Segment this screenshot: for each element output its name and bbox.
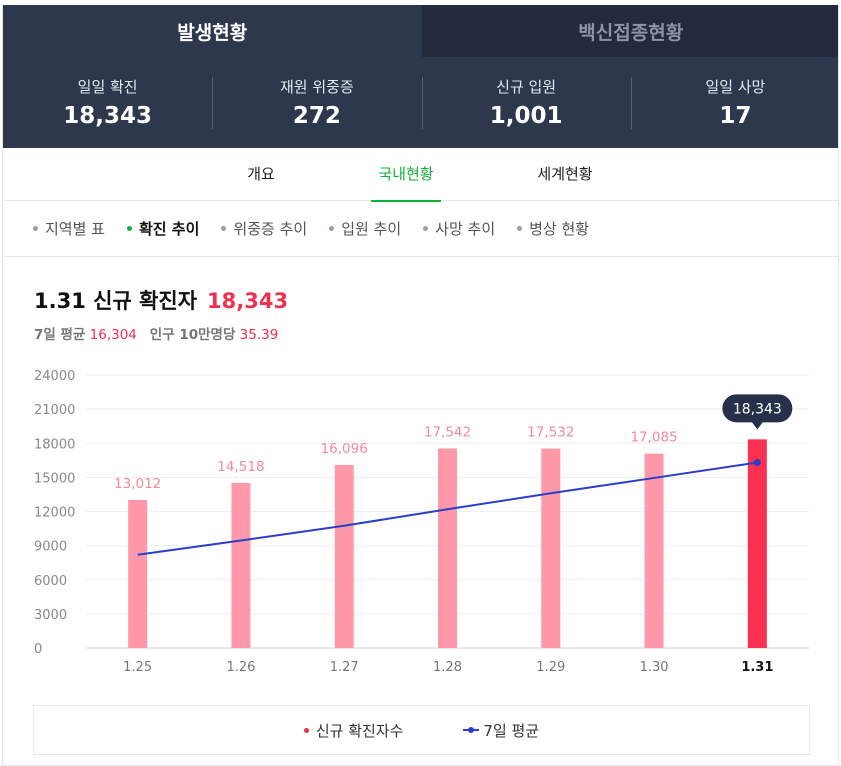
stat-label: 일일 확진 [77, 78, 138, 96]
y-tick-label: 0 [34, 642, 42, 657]
bullet-icon [126, 226, 132, 231]
y-tick-label: 18000 [34, 437, 75, 452]
filter-label: 위중증 추이 [233, 220, 308, 238]
legend-label: 신규 확진자수 [315, 721, 404, 740]
chart-headline: 1.31 신규 확진자 18,343 [34, 285, 288, 315]
tooltip-label: 18,343 [733, 401, 782, 417]
filter-label: 병상 현황 [529, 220, 590, 238]
bar [541, 448, 561, 648]
tab-outbreak-status[interactable]: 발생현황 [3, 5, 422, 57]
avg-value: 16,304 [89, 327, 137, 343]
chart-subline: 7일 평균 16,304 인구 10만명당 35.39 [34, 323, 278, 343]
stat-value: 17 [719, 103, 752, 129]
stat-daily-deaths: 일일 사망 17 [630, 57, 838, 148]
chart-legend: 신규 확진자수 7일 평균 [33, 705, 810, 755]
summary-header: 발생현황 백신접종현황 일일 확진 18,343 재원 위중증 272 신규 입… [3, 5, 838, 148]
x-tick-label: 1.29 [536, 660, 565, 675]
stat-critical: 재원 위중증 272 [212, 57, 421, 148]
bar [334, 464, 354, 648]
headline-title: 1.31 신규 확진자 [34, 289, 198, 313]
filter-death-trend[interactable]: 사망 추이 [423, 218, 495, 239]
data-label: 17,542 [424, 424, 471, 440]
confirmed-trend-chart: 24000 21000 18000 15000 12000 9000 6000 3000 0 1.… [3, 357, 838, 687]
filter-admission-trend[interactable]: 입원 추이 [329, 218, 401, 239]
avg-label: 7일 평균 [34, 327, 86, 343]
filter-bed-status[interactable]: 병상 현황 [517, 218, 589, 239]
subnav-world[interactable]: 세계현황 [537, 165, 593, 183]
filter-critical-trend[interactable]: 위중증 추이 [221, 218, 307, 239]
bullet-icon [329, 226, 335, 231]
pop-value: 35.39 [239, 327, 279, 343]
filter-label: 입원 추이 [341, 220, 402, 238]
filter-regional-table[interactable]: 지역별 표 [33, 218, 105, 239]
headline-value: 18,343 [207, 289, 289, 313]
y-tick-label: 24000 [34, 369, 75, 384]
tooltip-bubble [722, 394, 793, 423]
legend-item-new-cases[interactable]: 신규 확진자수 [303, 720, 404, 741]
chart-svg: 24000 21000 18000 15000 12000 9000 6000 3000 0 1.… [34, 369, 809, 675]
stat-value: 1,001 [489, 103, 563, 129]
data-label: 17,532 [527, 425, 574, 441]
legend-item-avg[interactable]: 7일 평균 [463, 720, 539, 741]
sub-navigation: 개요 국내현황 세계현황 [3, 148, 838, 202]
bullet-icon [221, 226, 227, 231]
avg-line [137, 461, 758, 556]
bar [644, 453, 664, 648]
main-tabs: 발생현황 백신접종현황 [3, 5, 838, 57]
x-tick-label: 1.25 [123, 660, 152, 675]
y-tick-label: 3000 [34, 608, 67, 623]
x-tick-label: 1.28 [433, 660, 462, 675]
y-tick-label: 12000 [34, 506, 75, 521]
stat-new-admissions: 신규 입원 1,001 [421, 57, 631, 148]
y-tick-label: 15000 [34, 471, 75, 486]
stats-row: 일일 확진 18,343 재원 위중증 272 신규 입원 1,001 일일 사… [3, 57, 838, 148]
filter-label: 확진 추이 [138, 220, 200, 238]
data-label: 13,012 [114, 476, 161, 492]
bullet-icon [33, 226, 38, 231]
legend-label: 7일 평균 [483, 721, 540, 740]
data-label: 14,518 [217, 459, 264, 475]
bar [231, 482, 251, 648]
tab-vaccination-status[interactable]: 백신접종현황 [421, 5, 838, 57]
y-tick-label: 21000 [34, 403, 75, 418]
filter-row: 지역별 표 확진 추이 위중증 추이 입원 추이 사망 추이 병상 현황 [3, 201, 838, 257]
stat-value: 272 [292, 103, 341, 129]
avg-point [753, 459, 761, 467]
y-tick-label: 9000 [34, 540, 67, 555]
stat-label: 재원 위중증 [279, 78, 354, 96]
filter-confirmed-trend[interactable]: 확진 추이 [126, 218, 200, 239]
data-label: 16,096 [321, 441, 368, 457]
line-marker-icon [463, 727, 480, 733]
stat-daily-confirmed: 일일 확진 18,343 [3, 57, 212, 148]
covid-status-panel: 발생현황 백신접종현황 일일 확진 18,343 재원 위중증 272 신규 입… [2, 5, 839, 766]
x-tick-label: 1.27 [330, 660, 359, 675]
subnav-overview[interactable]: 개요 [247, 165, 275, 183]
stat-label: 일일 사망 [705, 78, 766, 96]
red-dot-icon [303, 727, 309, 733]
x-tick-label: 1.30 [640, 660, 669, 675]
tooltip-pointer [751, 421, 764, 430]
x-tick-label: 1.31 [741, 660, 773, 675]
bar [128, 499, 148, 648]
y-tick-label: 6000 [34, 574, 67, 589]
stat-value: 18,343 [63, 103, 152, 129]
bullet-icon [423, 226, 429, 231]
filter-label: 지역별 표 [45, 220, 105, 238]
x-tick-label: 1.26 [226, 660, 255, 675]
stat-label: 신규 입원 [496, 78, 557, 96]
bar [438, 448, 457, 648]
bar [747, 439, 767, 648]
bullet-icon [517, 226, 523, 231]
data-label: 17,085 [630, 430, 677, 446]
subnav-domestic[interactable]: 국내현황 [371, 148, 441, 202]
filter-label: 사망 추이 [435, 220, 496, 238]
pop-label: 인구 10만명당 [149, 327, 236, 343]
